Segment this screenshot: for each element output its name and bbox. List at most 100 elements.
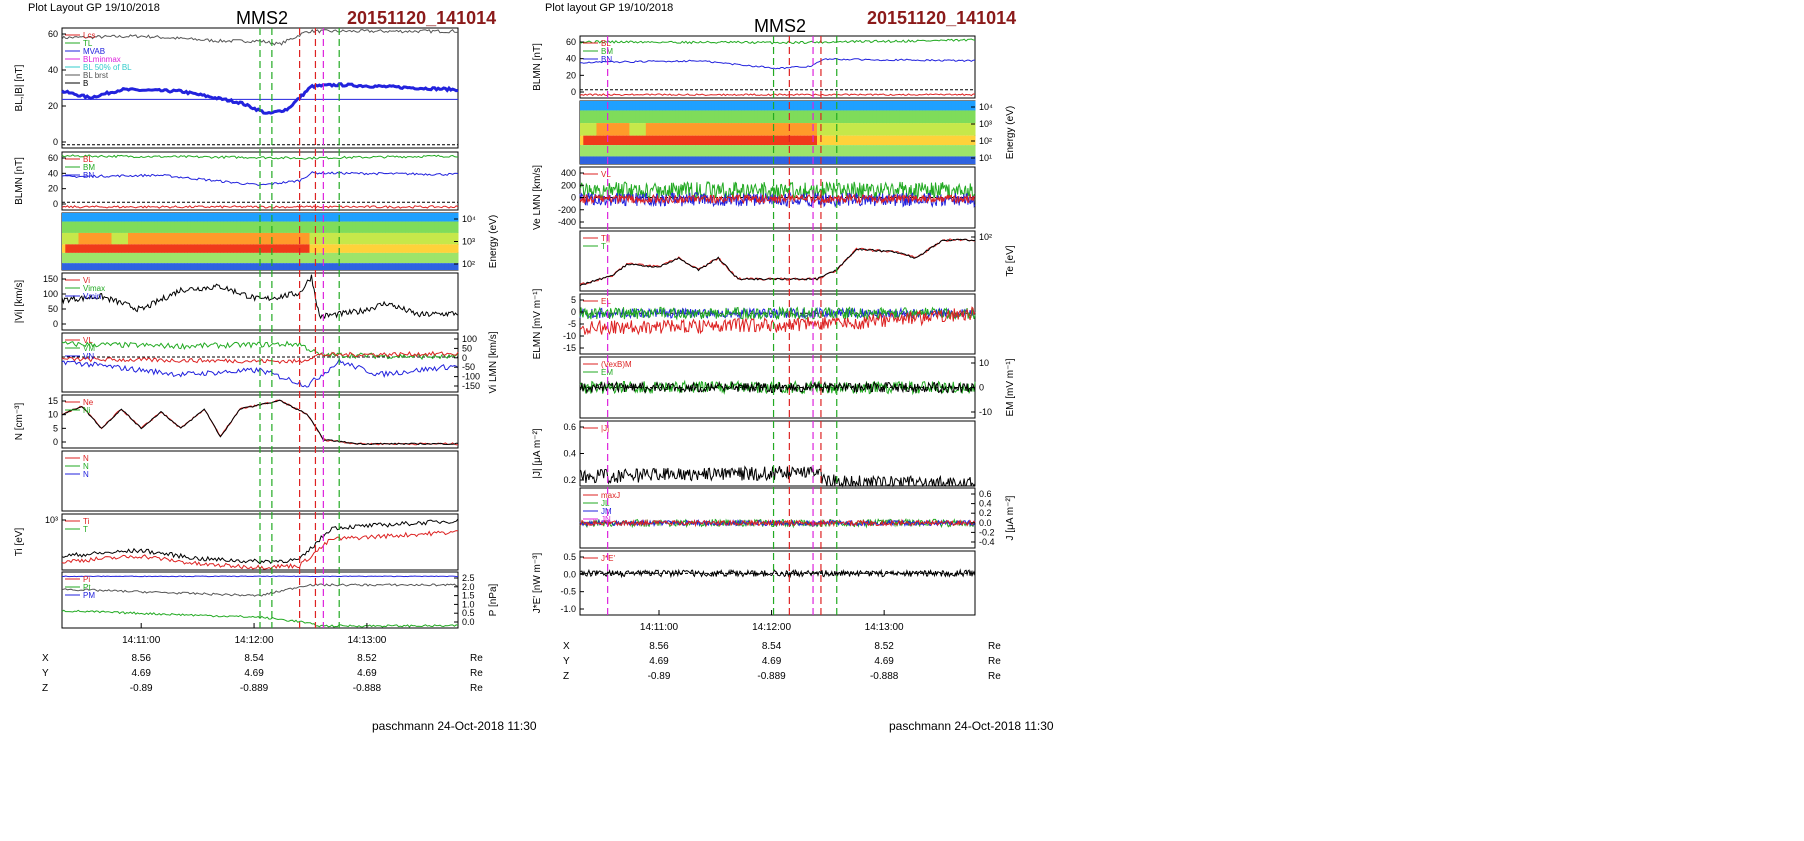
spectrogram-column <box>774 101 778 164</box>
spectrogram-column <box>616 101 620 164</box>
spectrogram-column <box>751 101 755 164</box>
spectrogram-column <box>174 213 178 270</box>
spectrogram-column <box>65 213 70 270</box>
right-event-id: 20151120_141014 <box>867 8 1017 28</box>
spectrogram-column <box>886 101 890 164</box>
spectrogram-column <box>754 101 759 164</box>
y-axis-label: Ve LMN [km/s] <box>532 165 543 230</box>
spectrogram-column <box>240 213 244 270</box>
spectrogram-column <box>586 101 591 164</box>
spectrogram-column <box>118 213 122 270</box>
spectrogram-column <box>302 213 307 270</box>
legend-label: BL <box>83 155 93 164</box>
spectrogram-column <box>790 101 795 164</box>
spectrogram-column <box>151 213 155 270</box>
spectrogram-column <box>797 101 802 164</box>
right-footer: paschmann 24-Oct-2018 11:30 <box>889 719 1054 733</box>
y-tick-label: 0.5 <box>462 608 475 618</box>
legend-label: JL <box>601 499 610 508</box>
series-line <box>61 518 459 565</box>
spectrogram-column <box>744 101 749 164</box>
ephemeris-row-name: Z <box>563 671 569 682</box>
panel-frame <box>579 293 976 355</box>
spectrogram-column <box>899 101 904 164</box>
y-tick-label: 10³ <box>979 119 992 129</box>
legend-label: Ne <box>83 398 94 407</box>
ephemeris-unit: Re <box>988 641 1001 652</box>
spectrogram-column <box>312 213 317 270</box>
y-axis-label: |J| [μA m⁻²] <box>532 428 543 478</box>
ephemeris-value: 8.56 <box>649 641 669 652</box>
spectrogram-column <box>128 213 132 270</box>
y-tick-label: 10 <box>979 358 989 368</box>
spectrogram-column <box>942 101 946 164</box>
spectrogram-column <box>444 213 449 270</box>
spectrogram-column <box>915 101 920 164</box>
spectrogram-column <box>882 101 887 164</box>
series-line <box>579 93 976 97</box>
spectrogram-column <box>293 213 297 270</box>
y-tick-label: 0.6 <box>979 489 992 499</box>
legend-label: Pi <box>83 575 90 584</box>
y-tick-label: -0.2 <box>979 527 995 537</box>
ephemeris-value: -0.888 <box>353 683 382 694</box>
spectrogram-column <box>836 101 841 164</box>
spectrogram-column <box>131 213 136 270</box>
ephemeris-value: -0.89 <box>648 671 671 682</box>
spectrogram-column <box>342 213 347 270</box>
spectrogram-column <box>833 101 838 164</box>
spectrogram-column <box>434 213 439 270</box>
spectrogram-column <box>322 213 327 270</box>
x-tick-label: 14:12:00 <box>235 635 274 646</box>
y-tick-label: 0.0 <box>979 518 992 528</box>
spectrogram-column <box>925 101 930 164</box>
legend-label: Ni <box>83 406 91 415</box>
spectrogram-column <box>928 101 933 164</box>
spectrogram-column <box>276 213 281 270</box>
spectrogram-column <box>164 213 169 270</box>
series-line <box>579 568 976 579</box>
ephemeris-value: 4.69 <box>649 656 669 667</box>
y-axis-label: EM [mV m⁻¹] <box>1005 358 1016 416</box>
spectrogram-column <box>705 101 709 164</box>
y-tick-label: 1.0 <box>462 599 475 609</box>
spectrogram-column <box>593 101 597 164</box>
spectrogram-column <box>352 213 357 270</box>
spectrogram-column <box>971 101 976 164</box>
spectrogram-column <box>830 101 834 164</box>
ephemeris-value: 4.69 <box>874 656 894 667</box>
y-tick-label: 10³ <box>462 237 475 247</box>
spectrogram-column <box>263 213 268 270</box>
y-tick-label: -10 <box>563 331 576 341</box>
legend-label: JN <box>601 515 611 524</box>
series-line <box>579 38 976 45</box>
spectrogram-column <box>349 213 353 270</box>
panel-frame <box>579 487 976 549</box>
y-axis-label: BLMN [nT] <box>532 43 543 91</box>
y-tick-label: 60 <box>566 37 576 47</box>
spectrogram-column <box>965 101 969 164</box>
spectrogram-column <box>632 101 637 164</box>
spectrogram-column <box>187 213 192 270</box>
y-tick-label: 10 <box>48 410 58 420</box>
spectrogram-column <box>622 101 627 164</box>
spectrogram-column <box>813 101 818 164</box>
spectrogram-column <box>194 213 198 270</box>
spectrogram-column <box>299 213 304 270</box>
legend-label: BL <box>601 39 611 48</box>
legend-label: BN <box>83 171 94 180</box>
ephemeris-value: 4.69 <box>762 656 782 667</box>
spectrogram-column <box>141 213 145 270</box>
legend-label: Ti <box>83 517 90 526</box>
spectrogram-column <box>359 213 363 270</box>
spectrogram-column <box>411 213 416 270</box>
spectrogram-column <box>863 101 867 164</box>
y-tick-label: 20 <box>48 101 58 111</box>
legend-label: JM <box>601 507 612 516</box>
spectrogram-column <box>655 101 660 164</box>
legend-label: Lcs <box>83 31 95 40</box>
spectrogram-column <box>718 101 723 164</box>
spectrogram-column <box>210 213 215 270</box>
y-tick-label: 40 <box>48 65 58 75</box>
ephemeris-unit: Re <box>988 656 1001 667</box>
